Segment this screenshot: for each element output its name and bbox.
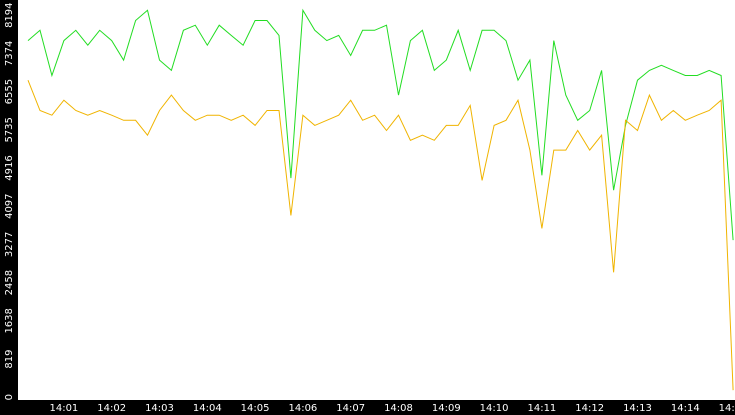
x-tick-label: 14:02 [97, 403, 126, 414]
x-tick-label: 14:13 [623, 403, 652, 414]
y-tick-label: 819 [4, 349, 15, 368]
y-tick-label: 4916 [4, 155, 15, 180]
x-tick-label: 14:01 [49, 403, 78, 414]
x-tick-label: 14:14 [671, 403, 700, 414]
x-tick-label: 14:04 [193, 403, 222, 414]
series-line [27, 80, 734, 391]
y-tick-label: 3277 [4, 232, 15, 257]
x-tick-label: 14:12 [575, 403, 604, 414]
x-tick-label: 14:09 [432, 403, 461, 414]
x-tick-label: 14:03 [145, 403, 174, 414]
y-tick-label: 4097 [4, 193, 15, 218]
plot-area [18, 0, 735, 400]
x-tick-label: 14:05 [241, 403, 270, 414]
x-tick-label: 14:08 [384, 403, 413, 414]
x-tick-label: 14:15 [719, 403, 735, 414]
x-tick-label: 14:11 [527, 403, 556, 414]
y-tick-label: 1638 [4, 308, 15, 333]
series-line [27, 8, 734, 241]
y-tick-label: 2458 [4, 270, 15, 295]
y-tick-label: 6555 [4, 79, 15, 104]
y-tick-label: 7374 [4, 41, 15, 66]
y-tick-label: 8194 [4, 2, 15, 27]
x-tick-label: 14:10 [480, 403, 509, 414]
y-tick-label: 0 [4, 394, 15, 400]
x-tick-label: 14:07 [336, 403, 365, 414]
x-tick-label: 14:06 [288, 403, 317, 414]
y-tick-label: 5735 [4, 117, 15, 142]
